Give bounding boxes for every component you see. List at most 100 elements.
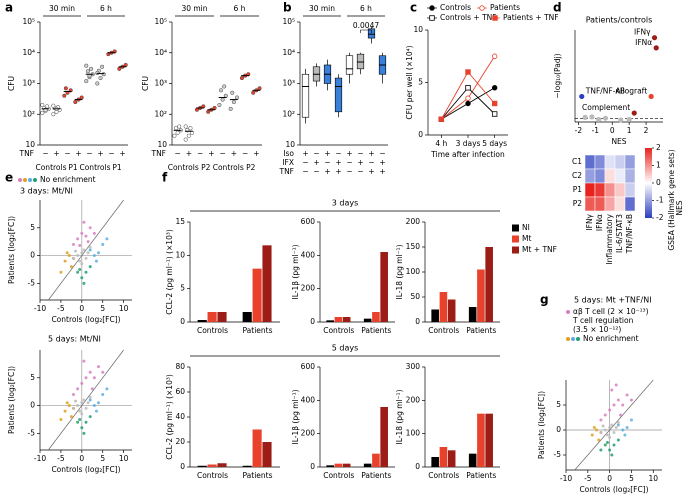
y-axis-label: Patients (log₂[FC]) (7, 216, 16, 284)
x-axis-label: Controls (log₂[FC]) (51, 315, 120, 324)
bar (262, 442, 272, 467)
data-point (629, 418, 633, 422)
data-point (84, 406, 88, 410)
y-tick-label: 5 (556, 400, 561, 409)
column-label: IFNα (595, 214, 604, 231)
y-tick-label: 200 (406, 395, 421, 404)
heatmap-dot (596, 200, 604, 208)
row-label: IFX (282, 158, 294, 167)
row-value: + (231, 149, 237, 158)
data-point (84, 256, 88, 260)
y-tick-label: 400 (301, 250, 316, 259)
row-value: − (313, 167, 319, 176)
data-point (78, 244, 82, 248)
data-point (100, 64, 105, 69)
data-point (82, 248, 86, 252)
data-point (626, 116, 632, 123)
legend-label: Patients + TNF (503, 13, 559, 22)
bar (242, 465, 252, 467)
data-point (621, 428, 625, 432)
row-value: − (64, 149, 70, 158)
row-value: − (324, 158, 330, 167)
row-value: − (219, 149, 225, 158)
data-point (88, 226, 92, 230)
bar (380, 407, 388, 467)
y-tick-label: 80 (175, 362, 185, 371)
bar (485, 413, 493, 467)
row-value: + (97, 149, 103, 158)
data-point (101, 370, 105, 374)
data-point (491, 53, 498, 59)
data-point (63, 86, 68, 91)
row-value: + (346, 149, 352, 158)
row-value: + (324, 167, 330, 176)
row-label: P1 (573, 185, 583, 194)
panel-letter: c (410, 1, 417, 15)
y-tick-label: 0 (310, 317, 315, 326)
legend-marker (512, 224, 519, 232)
y-tick-label: 300 (406, 362, 421, 371)
row-value: + (302, 149, 308, 158)
data-point (84, 376, 88, 380)
bar (217, 312, 227, 322)
legend-marker (492, 15, 498, 21)
data-point (86, 251, 90, 255)
data-point (98, 76, 103, 81)
data-point (616, 421, 620, 424)
data-point (62, 93, 67, 98)
x-tick-label: -2 (575, 126, 583, 135)
bar (262, 245, 272, 322)
bar (447, 299, 456, 322)
data-point (117, 66, 122, 71)
heatmap-dot (606, 186, 614, 194)
y-axis-label: CFU (7, 76, 16, 91)
data-point (616, 398, 620, 402)
row-value: + (53, 149, 59, 158)
point-label: Allograft (615, 86, 647, 95)
data-point (172, 133, 177, 138)
panel-letter: a (5, 1, 13, 15)
data-point (97, 365, 101, 369)
y-axis-label: Patients (log₂[FC]) (7, 366, 16, 434)
data-point (123, 62, 128, 68)
data-point (629, 398, 633, 402)
data-point (438, 116, 445, 122)
data-point (79, 95, 84, 100)
row-value: + (75, 149, 81, 158)
y-tick-label: 200 (301, 284, 316, 293)
data-point (40, 102, 45, 108)
row-label: TNF (278, 167, 294, 176)
y-tick-label: 10² (282, 109, 295, 118)
data-point (78, 409, 82, 413)
y-axis-label: IL-18 (pg ml⁻¹) (395, 244, 404, 299)
y-tick-label: 20 (175, 437, 185, 446)
data-point (71, 242, 75, 246)
data-point (85, 69, 90, 74)
x-tick-label: -10 (560, 474, 572, 483)
y-tick-label: 10 (285, 140, 295, 149)
y-tick-label: 60 (175, 387, 185, 396)
header: 6 h (234, 4, 246, 13)
legend-label: No enrichment (40, 175, 96, 184)
y-axis-label: CFU per well (×10⁴) (405, 45, 414, 119)
data-point (589, 114, 595, 120)
data-point (84, 234, 88, 238)
x-tick-label: Patients (242, 471, 272, 480)
data-point (88, 248, 92, 252)
x-tick-label: 4 h (435, 139, 447, 148)
heatmap-dot (626, 186, 634, 194)
bar (363, 318, 372, 322)
data-point (625, 426, 629, 429)
x-tick-label: -10 (34, 304, 46, 313)
data-point (63, 409, 67, 413)
x-tick-label: Patients (361, 326, 391, 335)
significance-bracket (360, 29, 372, 33)
group-label: P2 (246, 163, 256, 172)
y-axis-label: IL-18 (pg ml⁻¹) (395, 389, 404, 444)
box (345, 55, 354, 75)
x-tick-label: Controls (323, 326, 354, 335)
y-axis-label: IL-1β (pg ml⁻¹) (291, 244, 300, 299)
x-tick-label: 5 (100, 454, 105, 463)
data-point (608, 448, 612, 452)
y-tick-label: 10 (25, 140, 35, 149)
